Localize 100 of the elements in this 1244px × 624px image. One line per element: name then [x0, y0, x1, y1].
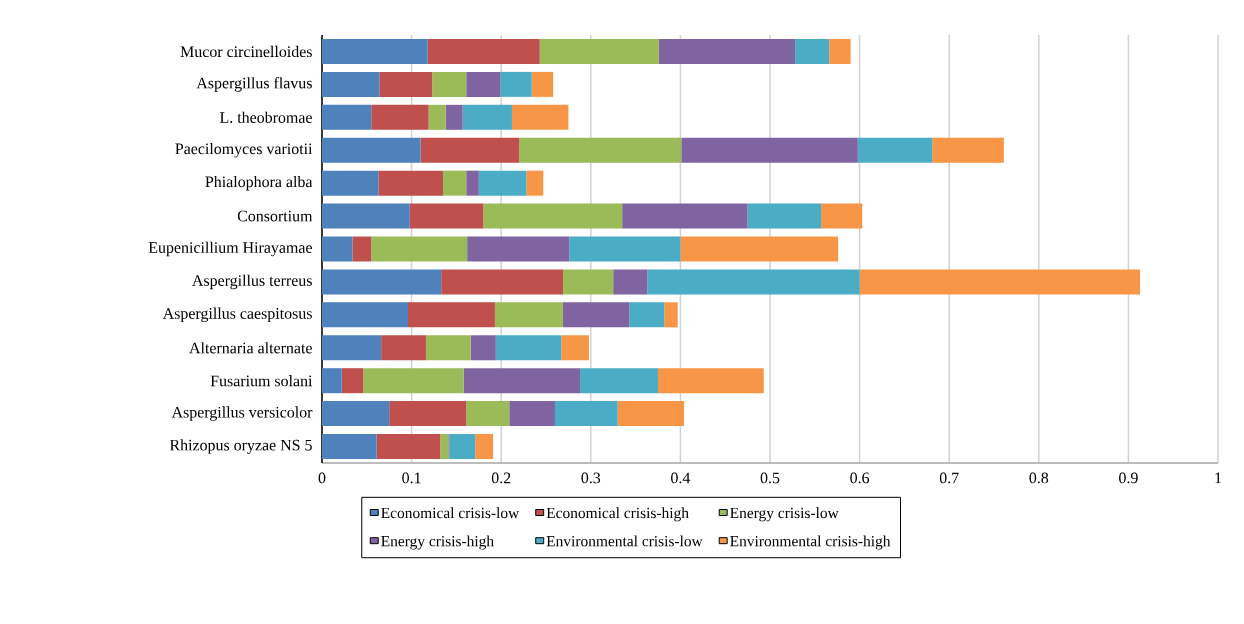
- bar: [408, 302, 495, 328]
- bar: [322, 302, 409, 328]
- bar: [322, 203, 410, 229]
- bar: [322, 335, 382, 361]
- legend-label: Environmental crisis-high: [730, 535, 891, 550]
- bar: [531, 71, 554, 97]
- bar: [463, 368, 581, 394]
- bar: [859, 269, 1141, 295]
- bar: [466, 401, 510, 427]
- bar: [500, 71, 532, 97]
- legend-label: Environmental crisis-low: [546, 535, 703, 547]
- bar: [322, 236, 353, 262]
- bar: [795, 38, 830, 64]
- bar: [681, 137, 858, 163]
- bar: [322, 104, 372, 130]
- y-tick-label: Aspergillus flavus: [196, 77, 312, 92]
- x-tick-label: 0.5: [760, 472, 780, 484]
- bar: [352, 236, 372, 262]
- bar: [467, 236, 570, 262]
- bar: [462, 104, 512, 130]
- bar: [613, 269, 648, 295]
- x-tick-label: 0.8: [1029, 472, 1049, 484]
- bar: [322, 368, 342, 394]
- bar: [554, 401, 618, 427]
- bar: [509, 401, 555, 427]
- bar: [495, 335, 562, 361]
- bar: [371, 236, 468, 262]
- bar: [519, 137, 682, 163]
- bar: [363, 368, 464, 394]
- bar: [475, 434, 494, 460]
- x-tick-label: 0.3: [581, 472, 601, 484]
- bar: [857, 137, 933, 163]
- y-tick-label: Rhizopus oryzae NS 5: [169, 439, 312, 454]
- bar: [664, 302, 678, 328]
- bar: [322, 170, 379, 196]
- bar: [563, 302, 630, 328]
- y-tick-label: Phialophora alba: [205, 175, 313, 191]
- x-tick-label: 0.4: [671, 472, 691, 484]
- bar: [561, 335, 590, 361]
- bar: [449, 434, 476, 460]
- x-tick-label: 0.6: [850, 472, 870, 484]
- bar: [371, 104, 429, 130]
- y-tick-label: Alternaria alternate: [189, 342, 312, 354]
- x-tick-label: 0.1: [402, 472, 421, 484]
- bar: [322, 137, 421, 163]
- bar: [441, 269, 564, 295]
- bar: [409, 203, 484, 229]
- bar: [539, 38, 659, 64]
- bar: [432, 71, 467, 97]
- bar: [647, 269, 860, 295]
- bar: [341, 368, 364, 394]
- bar: [658, 368, 764, 394]
- bar: [445, 104, 463, 130]
- y-tick-label: Aspergillus versicolor: [171, 406, 313, 421]
- bar: [440, 434, 449, 460]
- bar: [425, 335, 471, 361]
- bar: [494, 302, 564, 328]
- bar: [622, 203, 748, 229]
- bar: [322, 71, 380, 97]
- bar: [466, 71, 501, 97]
- y-tick-label: Aspergillus terreus: [192, 274, 312, 290]
- bar: [747, 203, 822, 229]
- bar: [381, 335, 426, 361]
- x-tick-label: 0.2: [491, 472, 511, 484]
- bar: [680, 236, 839, 262]
- y-tick-label: Mucor circinelloides: [180, 45, 312, 58]
- bar: [511, 104, 569, 130]
- y-tick-label: Consortium: [237, 210, 313, 222]
- bar: [428, 104, 446, 130]
- bar: [580, 368, 659, 394]
- bar: [563, 269, 614, 295]
- bar: [322, 38, 428, 64]
- bar: [629, 302, 665, 328]
- bar: [378, 170, 443, 196]
- bar: [617, 401, 684, 427]
- bar: [376, 434, 441, 460]
- x-tick-label: 0.9: [1119, 472, 1138, 484]
- y-tick-label: Paecilomyces variotii: [175, 142, 313, 158]
- bar: [322, 401, 390, 427]
- bar: [389, 401, 467, 427]
- bar: [322, 434, 377, 460]
- bar: [932, 137, 1004, 163]
- bar: [470, 335, 496, 361]
- bar: [658, 38, 796, 64]
- bar: [483, 203, 623, 229]
- y-tick-label: L. theobromae: [219, 111, 312, 123]
- legend-label: Energy crisis-low: [730, 507, 839, 522]
- bar: [322, 269, 442, 295]
- bar: [427, 38, 540, 64]
- x-tick-label: 0.7: [939, 472, 959, 484]
- y-tick-label: Aspergillus caespitosus: [162, 307, 312, 323]
- legend-label: Economical crisis-high: [546, 507, 689, 522]
- y-tick-label: Eupenicillium Hirayamae: [148, 241, 312, 257]
- y-tick-label: Fusarium solani: [210, 375, 313, 387]
- bar: [829, 38, 851, 64]
- bar: [420, 137, 520, 163]
- bar: [821, 203, 863, 229]
- legend-label: Energy crisis-high: [381, 535, 494, 550]
- x-tick-label: 1: [1215, 472, 1222, 484]
- x-tick-label: 0: [318, 472, 326, 484]
